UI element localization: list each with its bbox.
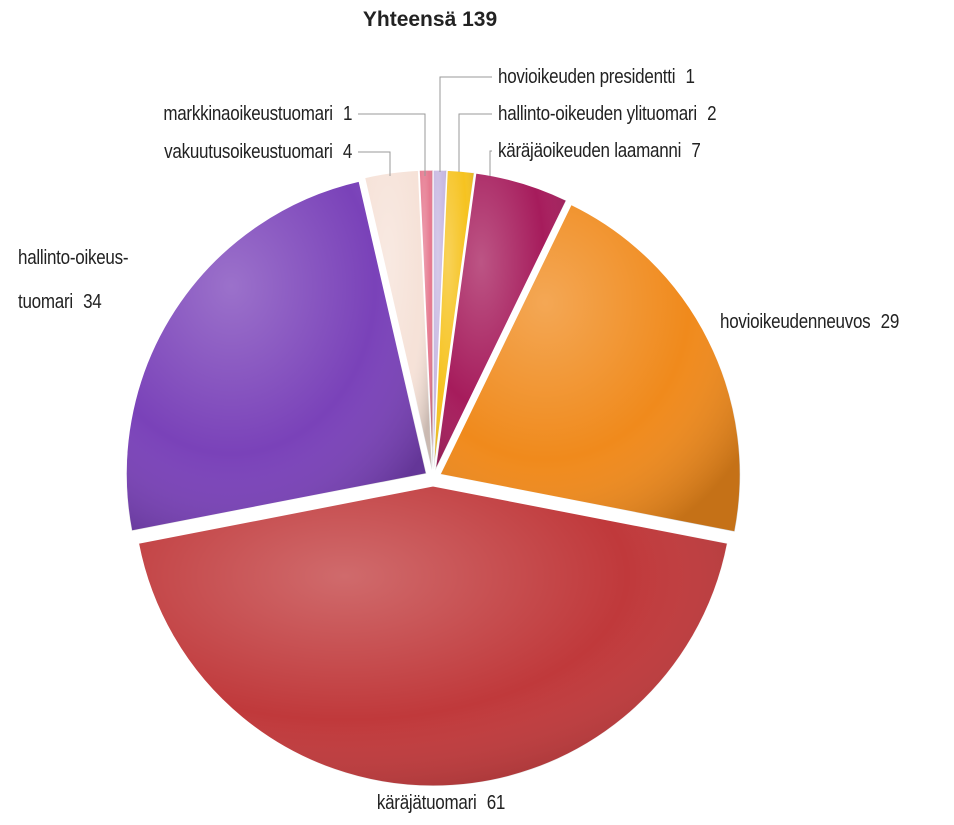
slice-label: hovioikeuden presidentti 1 (498, 55, 695, 99)
value-label: 29 (880, 311, 900, 333)
value-label: 1 (685, 66, 695, 88)
leader-line (358, 113, 426, 176)
slice-label: käräjäoikeuden laamanni 7 (498, 129, 701, 173)
pie-slice (137, 485, 729, 787)
value-label: 4 (342, 141, 352, 163)
category-label: käräjäoikeuden laamanni (498, 140, 682, 162)
leader-line (489, 150, 492, 176)
slice-label: hallinto-oikeuden ylituomari 2 (498, 92, 717, 136)
chart-title: Yhteensä 139 (362, 8, 498, 31)
value-label: 7 (691, 140, 701, 162)
slice-label: hovioikeudenneuvos 29 (720, 300, 899, 344)
slice-group (137, 485, 729, 787)
category-label: hallinto-oikeus- tuomari (18, 247, 129, 313)
slice-label: vakuutusoikeustuomari 4 (164, 130, 352, 174)
value-label: 1 (342, 103, 352, 125)
category-label: hovioikeudenneuvos (720, 311, 871, 333)
slice-label: käräjätuomari 61 (271, 781, 611, 825)
slice-label: hallinto-oikeus- tuomari 34 (18, 236, 129, 324)
category-label: hovioikeuden presidentti (498, 66, 676, 88)
leader-line (458, 113, 492, 172)
leader-line (439, 76, 492, 172)
slice-label: markkinaoikeustuomari 1 (163, 92, 352, 136)
category-label: käräjätuomari (376, 792, 477, 814)
category-label: hallinto-oikeuden ylituomari (498, 103, 697, 125)
leader-line (358, 151, 391, 176)
value-label: 34 (83, 291, 102, 313)
category-label: markkinaoikeustuomari (163, 103, 333, 125)
category-label: vakuutusoikeustuomari (164, 141, 333, 163)
value-label: 61 (486, 792, 506, 814)
value-label: 2 (707, 103, 717, 125)
